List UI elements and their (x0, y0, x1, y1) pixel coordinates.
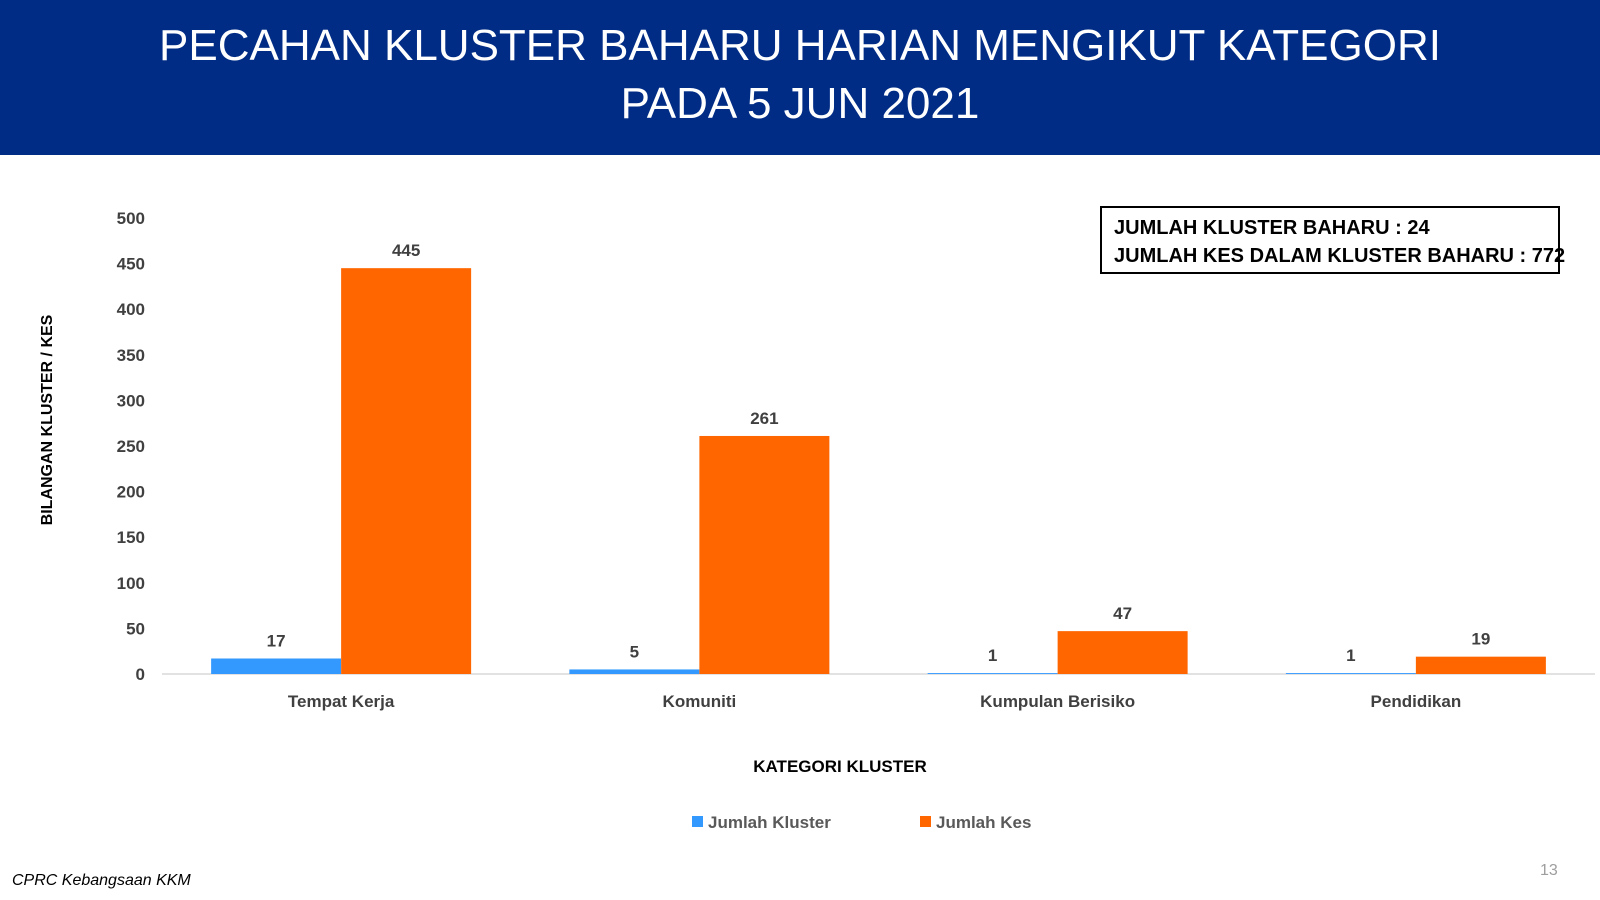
x-tick-label: Tempat Kerja (288, 692, 395, 711)
data-label: 1 (988, 646, 997, 665)
y-tick-label: 50 (126, 619, 145, 638)
bar-jumlah-kluster (211, 658, 342, 674)
data-label: 47 (1113, 604, 1132, 623)
y-tick-label: 100 (117, 574, 145, 593)
y-axis-title: BILANGAN KLUSTER / KES (39, 314, 56, 525)
page-title-line-2: PADA 5 JUN 2021 (620, 79, 980, 128)
y-tick-label: 0 (136, 665, 145, 684)
y-tick-label: 450 (117, 255, 145, 274)
bar-jumlah-kluster (1285, 673, 1416, 674)
page-number: 13 (1540, 862, 1558, 879)
summary-total-cases: JUMLAH KES DALAM KLUSTER BAHARU : 772 (1114, 245, 1566, 267)
page-title-line-1: PECAHAN KLUSTER BAHARU HARIAN MENGIKUT K… (159, 21, 1441, 70)
y-tick-label: 300 (117, 391, 145, 410)
x-axis-title: KATEGORI KLUSTER (753, 757, 926, 776)
y-tick-label: 150 (117, 528, 145, 547)
y-tick-label: 350 (117, 346, 145, 365)
data-label: 17 (267, 631, 286, 650)
bar-jumlah-kes (699, 435, 830, 674)
data-label: 261 (750, 409, 778, 428)
data-label: 445 (392, 241, 420, 260)
data-label: 5 (630, 642, 639, 661)
data-label: 1 (1346, 646, 1355, 665)
x-tick-label: Komuniti (663, 692, 737, 711)
bar-jumlah-kes (1415, 656, 1546, 674)
legend-swatch-jumlah-kes (920, 816, 931, 827)
legend-label: Jumlah Kes (936, 813, 1031, 832)
x-tick-label: Pendidikan (1371, 692, 1462, 711)
y-tick-label: 250 (117, 437, 145, 456)
y-tick-label: 500 (117, 209, 145, 228)
title-banner: PECAHAN KLUSTER BAHARU HARIAN MENGIKUT K… (0, 0, 1600, 155)
legend-label: Jumlah Kluster (708, 813, 831, 832)
data-label: 19 (1471, 630, 1490, 649)
bar-jumlah-kes (1057, 631, 1188, 674)
legend-swatch-jumlah-kluster (692, 816, 703, 827)
y-tick-label: 400 (117, 300, 145, 319)
summary-total-clusters: JUMLAH KLUSTER BAHARU : 24 (1114, 217, 1430, 239)
bar-jumlah-kluster (927, 673, 1058, 674)
bar-jumlah-kes (341, 268, 472, 674)
x-tick-label: Kumpulan Berisiko (980, 692, 1135, 711)
summary-box: JUMLAH KLUSTER BAHARU : 24 JUMLAH KES DA… (1100, 206, 1566, 274)
source-credit: CPRC Kebangsaan KKM (12, 872, 191, 889)
bar-jumlah-kluster (569, 669, 700, 674)
y-tick-label: 200 (117, 483, 145, 502)
